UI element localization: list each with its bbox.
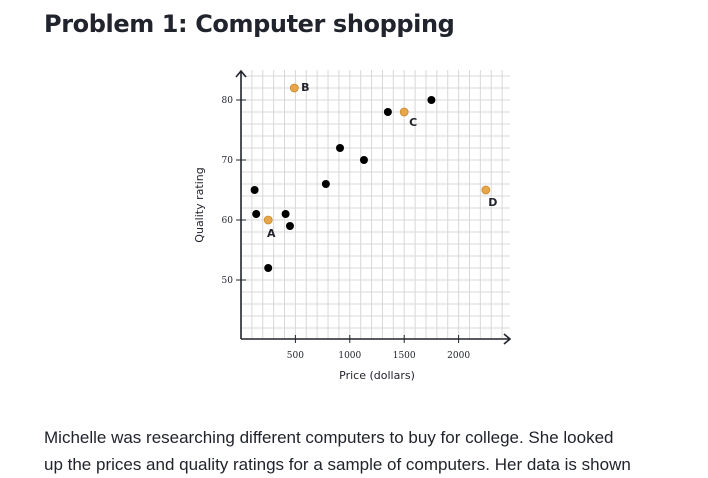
y-tick-label: 50 [222,276,234,286]
y-axis-title: Quality rating [193,167,206,242]
highlighted-data-point [289,83,299,93]
y-tick-label: 60 [222,216,234,226]
x-axis-arrow [503,333,512,345]
y-axis-arrow [235,69,247,78]
point-label-d: D [488,196,497,209]
data-point [383,108,392,116]
highlighted-data-point [263,215,273,225]
data-point [264,264,273,272]
x-tick-label: 2000 [447,351,470,361]
y-tick-label: 80 [222,96,234,106]
x-tick-label: 1500 [393,351,416,361]
chart-grid [241,70,510,339]
problem-description: Michelle was researching different compu… [44,424,684,478]
highlighted-data-point [399,107,409,117]
highlighted-data-point [481,185,491,195]
data-point [336,144,345,152]
data-point [321,180,330,188]
data-point [252,210,261,218]
data-point [281,210,290,218]
point-label-c: C [409,116,417,129]
data-point [427,96,436,104]
description-line-2: up the prices and quality ratings for a … [44,455,631,474]
page-title: Problem 1: Computer shopping [44,10,455,38]
x-tick-label: 1000 [338,351,361,361]
point-label-a: A [267,227,276,240]
data-point [285,222,294,230]
chart-axes [235,69,512,345]
chart-points: A B C D [250,81,497,272]
y-tick-label: 70 [222,156,234,166]
data-point [359,156,368,164]
x-axis-title: Price (dollars) [339,369,415,382]
point-label-b: B [301,81,309,94]
x-tick-label: 500 [287,351,304,361]
data-point [250,186,259,194]
description-line-1: Michelle was researching different compu… [44,428,614,447]
chart-ticks: 500 1000 1500 2000 50 60 70 80 [222,96,471,361]
